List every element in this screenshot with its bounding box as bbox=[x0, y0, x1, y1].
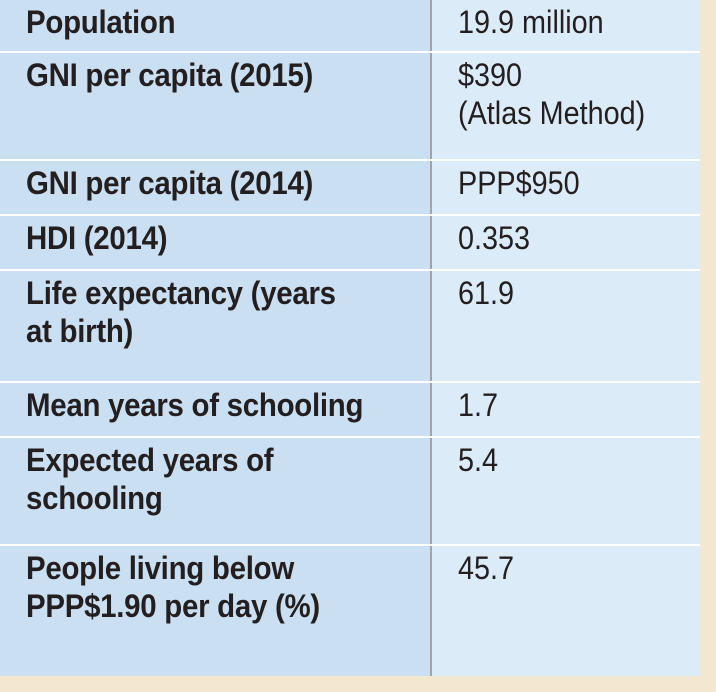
row-label-cell: People living below PPP$1.90 per day (%) bbox=[0, 546, 432, 676]
row-value: $390 (Atlas Method) bbox=[458, 57, 646, 131]
table-row-hdi: HDI (2014) 0.353 bbox=[0, 216, 700, 271]
row-label-cell: Mean years of schooling bbox=[0, 383, 432, 436]
row-value: 1.7 bbox=[458, 387, 499, 423]
row-value-cell: 0.353 bbox=[432, 216, 700, 269]
row-label-cell: Life expectancy (years at birth) bbox=[0, 271, 432, 381]
table-row-gni-2014: GNI per capita (2014) PPP$950 bbox=[0, 161, 700, 216]
row-value: 0.353 bbox=[458, 220, 531, 256]
row-value: 61.9 bbox=[458, 275, 515, 311]
row-value: 19.9 million bbox=[458, 4, 604, 40]
row-label: Expected years of schooling bbox=[26, 442, 274, 516]
table-row-expected-schooling: Expected years of schooling 5.4 bbox=[0, 438, 700, 546]
table-row-life-expectancy: Life expectancy (years at birth) 61.9 bbox=[0, 271, 700, 383]
country-statistics-table: Population 19.9 million GNI per capita (… bbox=[0, 0, 700, 676]
row-label-cell: HDI (2014) bbox=[0, 216, 432, 269]
row-value-cell: 5.4 bbox=[432, 438, 700, 544]
row-label: Life expectancy (years at birth) bbox=[26, 275, 336, 349]
table-row-population: Population 19.9 million bbox=[0, 0, 700, 53]
row-value: PPP$950 bbox=[458, 165, 580, 201]
row-label: GNI per capita (2014) bbox=[26, 165, 314, 201]
row-label-cell: GNI per capita (2014) bbox=[0, 161, 432, 214]
table-row-mean-schooling: Mean years of schooling 1.7 bbox=[0, 383, 700, 438]
row-label: Mean years of schooling bbox=[26, 387, 364, 423]
row-label-cell: GNI per capita (2015) bbox=[0, 53, 432, 159]
row-value-cell: 19.9 million bbox=[432, 0, 700, 51]
row-value-cell: PPP$950 bbox=[432, 161, 700, 214]
row-label-cell: Population bbox=[0, 0, 432, 51]
row-value-cell: 61.9 bbox=[432, 271, 700, 381]
row-value-cell: 1.7 bbox=[432, 383, 700, 436]
row-label: HDI (2014) bbox=[26, 220, 168, 256]
row-label: GNI per capita (2015) bbox=[26, 57, 314, 93]
row-label: People living below PPP$1.90 per day (%) bbox=[26, 550, 320, 624]
row-value: 5.4 bbox=[458, 442, 499, 478]
table-row-gni-2015: GNI per capita (2015) $390 (Atlas Method… bbox=[0, 53, 700, 161]
row-label-cell: Expected years of schooling bbox=[0, 438, 432, 544]
row-label: Population bbox=[26, 4, 176, 40]
table-row-poverty: People living below PPP$1.90 per day (%)… bbox=[0, 546, 700, 676]
row-value: 45.7 bbox=[458, 550, 515, 586]
row-value-cell: 45.7 bbox=[432, 546, 700, 676]
row-value-cell: $390 (Atlas Method) bbox=[432, 53, 700, 159]
